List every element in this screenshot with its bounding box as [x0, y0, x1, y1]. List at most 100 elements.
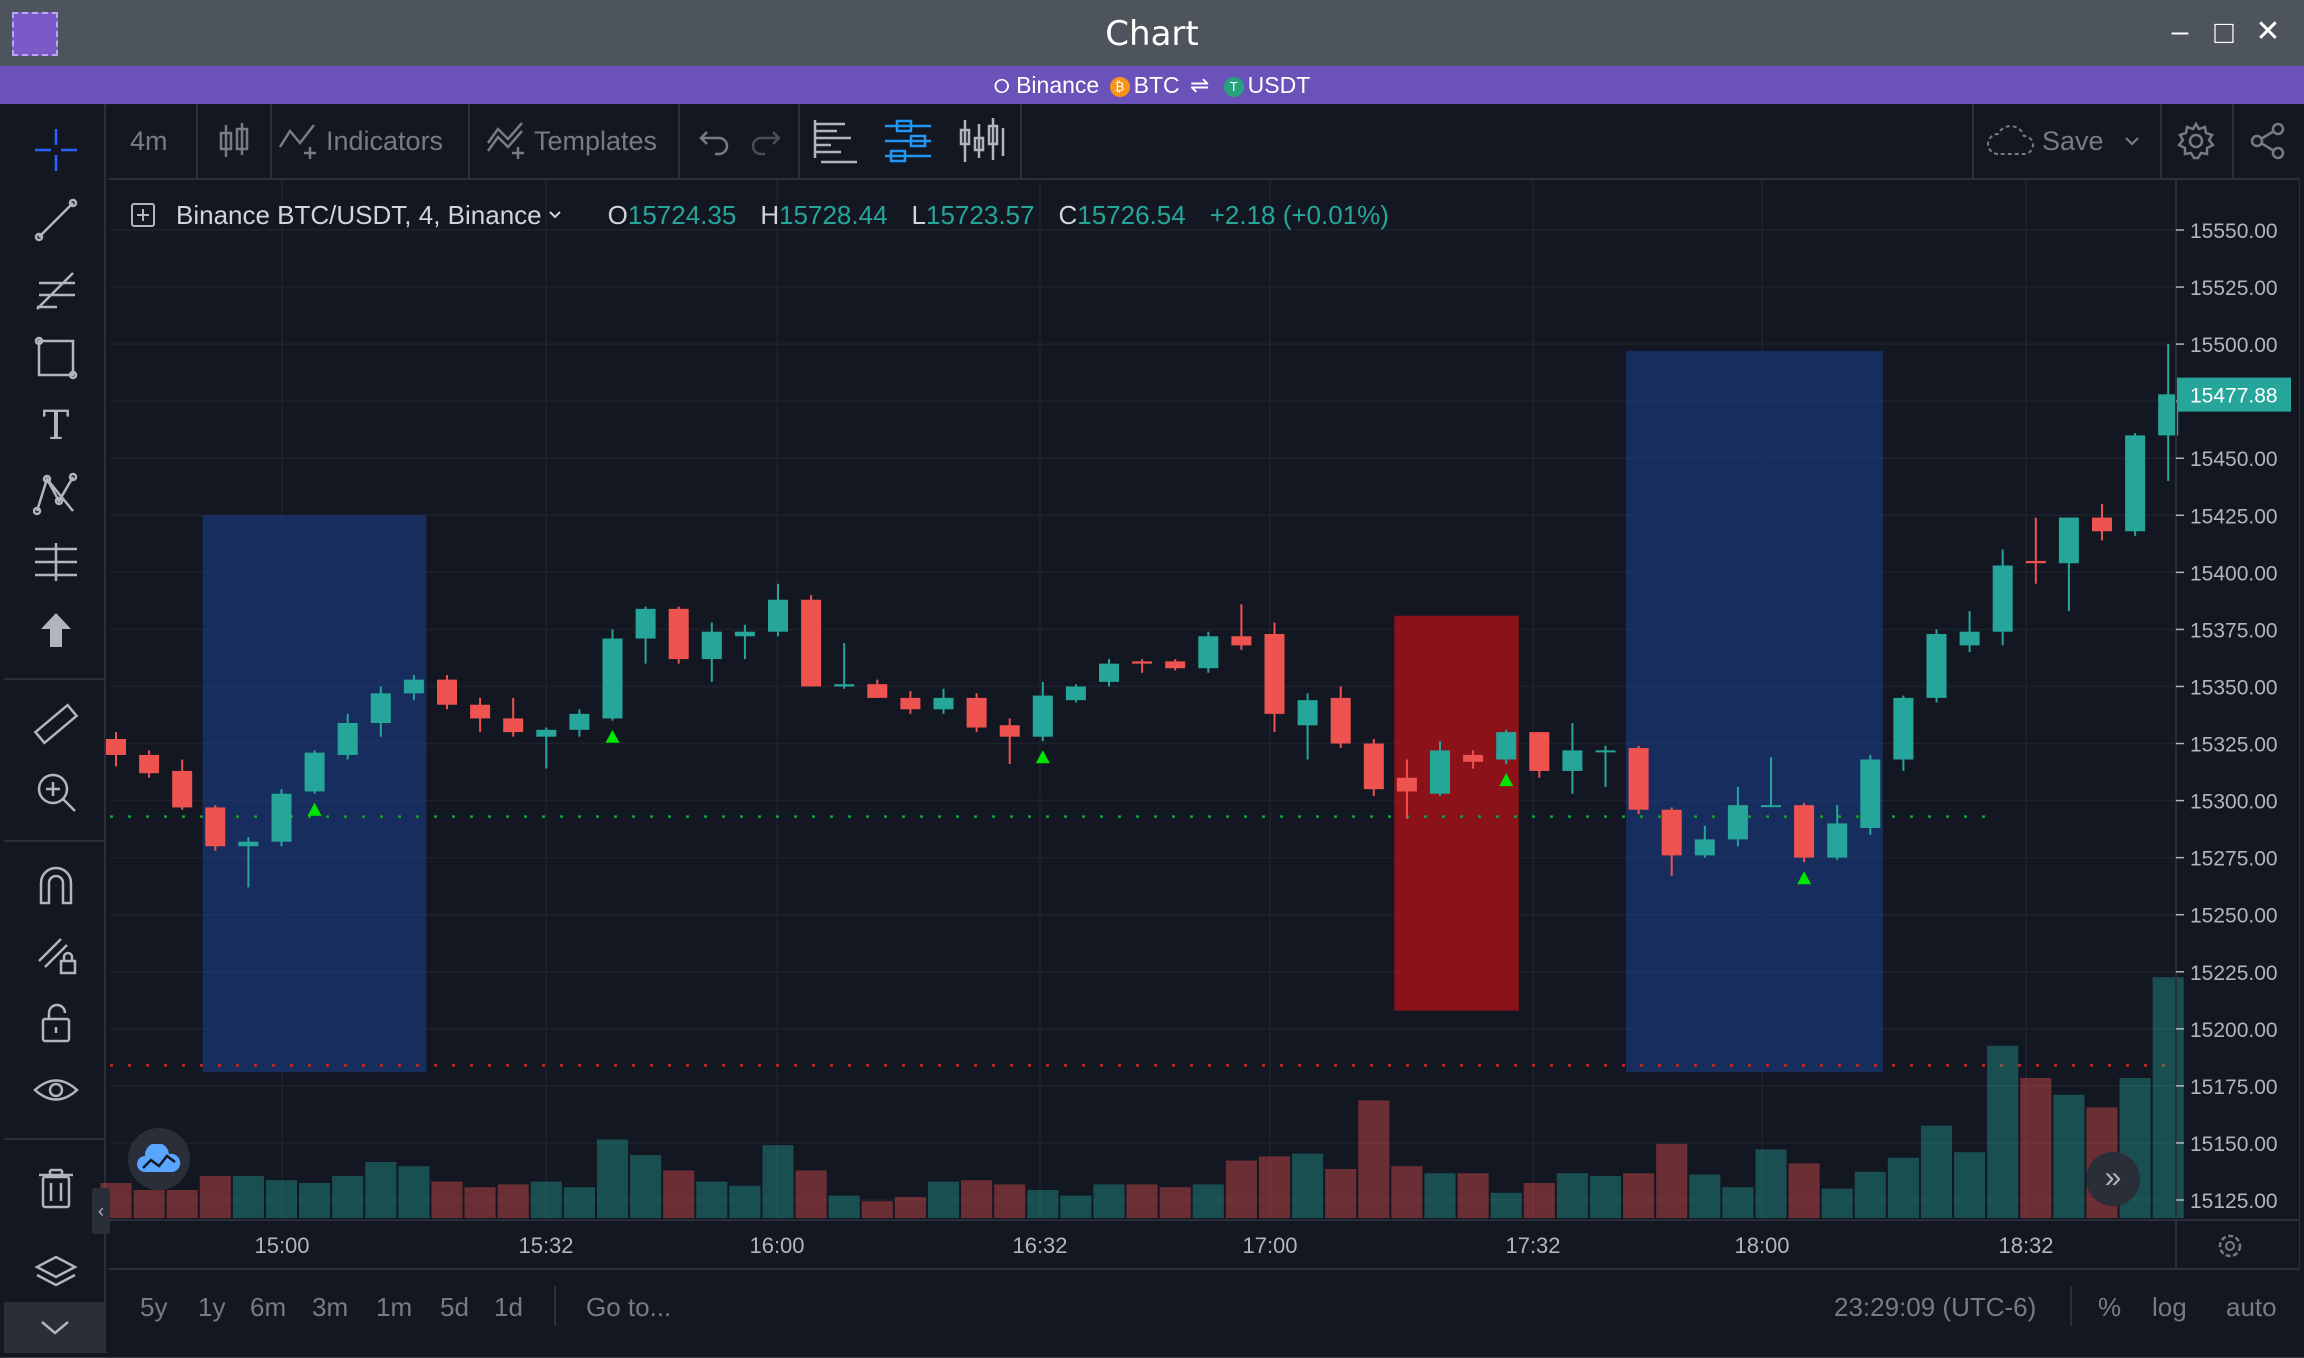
candle-body[interactable]: [1893, 697, 1914, 760]
candle-body[interactable]: [238, 841, 259, 847]
range-button-5y[interactable]: 5y: [140, 1292, 168, 1322]
text-tool-icon[interactable]: T: [42, 403, 70, 449]
eye-icon[interactable]: [28, 1062, 84, 1118]
brand-logo-button[interactable]: [128, 1128, 190, 1190]
candle-body[interactable]: [1396, 777, 1417, 792]
range-button-3m[interactable]: 3m: [312, 1292, 349, 1322]
candle-body[interactable]: [635, 608, 656, 639]
chevron-down-icon[interactable]: [546, 206, 564, 224]
share-button[interactable]: [2238, 104, 2298, 178]
fib-retracement-icon[interactable]: [28, 262, 84, 318]
candle-body[interactable]: [1926, 633, 1947, 698]
candle-body[interactable]: [801, 599, 822, 687]
candle-body[interactable]: [734, 631, 755, 637]
axis-settings-icon[interactable]: [2218, 1234, 2242, 1258]
log-scale-button[interactable]: log: [2152, 1292, 2187, 1322]
indicators-button[interactable]: Indicators: [278, 104, 443, 178]
scroll-to-realtime-button[interactable]: »: [2086, 1152, 2140, 1206]
candle-body[interactable]: [172, 770, 193, 808]
magnet-icon[interactable]: [28, 858, 84, 914]
candle-body[interactable]: [1761, 805, 1781, 808]
save-button[interactable]: Save: [1986, 104, 2142, 178]
rectangle-tool-icon[interactable]: [28, 330, 84, 386]
candle-body[interactable]: [1165, 661, 1186, 669]
candle-body[interactable]: [2058, 517, 2079, 564]
maximize-button[interactable]: □: [2214, 14, 2234, 50]
candle-body[interactable]: [403, 679, 424, 694]
auto-scale-button[interactable]: auto: [2226, 1292, 2277, 1322]
range-button-5d[interactable]: 5d: [440, 1292, 469, 1322]
candle-body[interactable]: [1264, 633, 1285, 714]
candle-body[interactable]: [999, 725, 1020, 737]
candle-body[interactable]: [834, 684, 855, 687]
candle-body[interactable]: [900, 697, 921, 710]
candle-body[interactable]: [1529, 732, 1550, 771]
candle-body[interactable]: [569, 713, 590, 730]
candle-body[interactable]: [1065, 686, 1086, 701]
candle-body[interactable]: [867, 684, 888, 698]
candle-body[interactable]: [2025, 560, 2046, 564]
range-button-1m[interactable]: 1m: [376, 1292, 413, 1322]
candle-body[interactable]: [668, 608, 689, 660]
candle-body[interactable]: [933, 697, 954, 710]
candle-body[interactable]: [966, 697, 987, 728]
candle-body[interactable]: [1595, 750, 1616, 753]
candle-body[interactable]: [1132, 661, 1153, 664]
symbol-title[interactable]: Binance BTC/USDT, 4, Binance: [176, 199, 542, 230]
add-symbol-icon[interactable]: [130, 202, 156, 228]
trash-icon[interactable]: [28, 1160, 84, 1216]
candle-body[interactable]: [1860, 759, 1881, 828]
percent-scale-button[interactable]: %: [2098, 1292, 2122, 1322]
pattern-tool-icon[interactable]: [28, 466, 84, 522]
candle-body[interactable]: [2158, 394, 2179, 436]
arrow-up-icon[interactable]: [28, 602, 84, 658]
candle-body[interactable]: [1363, 743, 1384, 790]
unlock-icon[interactable]: [28, 994, 84, 1050]
goto-button[interactable]: Go to...: [586, 1292, 672, 1322]
candle-body[interactable]: [337, 722, 358, 755]
candle-body[interactable]: [106, 738, 126, 755]
candle-body[interactable]: [1959, 631, 1980, 646]
candle-body[interactable]: [304, 752, 325, 792]
ruler-icon[interactable]: [28, 696, 84, 752]
candle-body[interactable]: [1827, 823, 1848, 858]
range-button-1d[interactable]: 1d: [494, 1292, 523, 1322]
candle-body[interactable]: [1231, 636, 1252, 646]
candle-body[interactable]: [1496, 732, 1517, 760]
candle-body[interactable]: [1032, 695, 1053, 737]
candle-body[interactable]: [1628, 748, 1649, 810]
candle-body[interactable]: [271, 793, 292, 842]
candle-body[interactable]: [1562, 750, 1583, 771]
prediction-tool-icon[interactable]: [28, 534, 84, 590]
undo-button[interactable]: [692, 104, 736, 178]
candle-body[interactable]: [437, 679, 457, 705]
interval-button[interactable]: 4m: [130, 125, 168, 156]
range-button-6m[interactable]: 6m: [250, 1292, 287, 1322]
candle-body[interactable]: [1297, 700, 1318, 726]
candle-body[interactable]: [1694, 839, 1715, 856]
candle-body[interactable]: [370, 693, 391, 723]
crosshair-icon[interactable]: [28, 122, 84, 178]
zoom-in-icon[interactable]: [28, 764, 84, 820]
candle-body[interactable]: [768, 599, 788, 632]
candle-body[interactable]: [1661, 809, 1682, 856]
candle-body[interactable]: [470, 704, 491, 719]
collapse-toolbar-button[interactable]: [4, 1302, 106, 1353]
market-depth-button[interactable]: [808, 104, 864, 178]
candle-body[interactable]: [1198, 636, 1219, 669]
candle-body[interactable]: [205, 807, 226, 847]
minimize-button[interactable]: –: [2171, 15, 2189, 48]
range-button-1y[interactable]: 1y: [198, 1292, 226, 1322]
orders-overlay-button[interactable]: [880, 104, 936, 178]
candle-body[interactable]: [503, 718, 524, 733]
layers-icon[interactable]: [28, 1246, 84, 1302]
candle-body[interactable]: [602, 638, 623, 719]
candle-body[interactable]: [1463, 754, 1484, 762]
candle-body[interactable]: [2125, 435, 2146, 532]
clock[interactable]: 23:29:09 (UTC-6): [1834, 1292, 2037, 1322]
collapse-sidebar-button[interactable]: ‹: [92, 1188, 110, 1234]
templates-button[interactable]: Templates: [486, 104, 657, 178]
settings-button[interactable]: [2166, 104, 2226, 178]
candle-body[interactable]: [536, 729, 557, 737]
